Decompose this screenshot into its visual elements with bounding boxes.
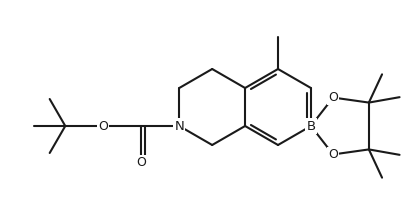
- Text: O: O: [328, 91, 338, 104]
- Text: O: O: [98, 119, 108, 132]
- Text: O: O: [136, 156, 146, 169]
- Text: O: O: [328, 148, 338, 161]
- Text: N: N: [174, 119, 184, 132]
- Text: B: B: [306, 119, 316, 132]
